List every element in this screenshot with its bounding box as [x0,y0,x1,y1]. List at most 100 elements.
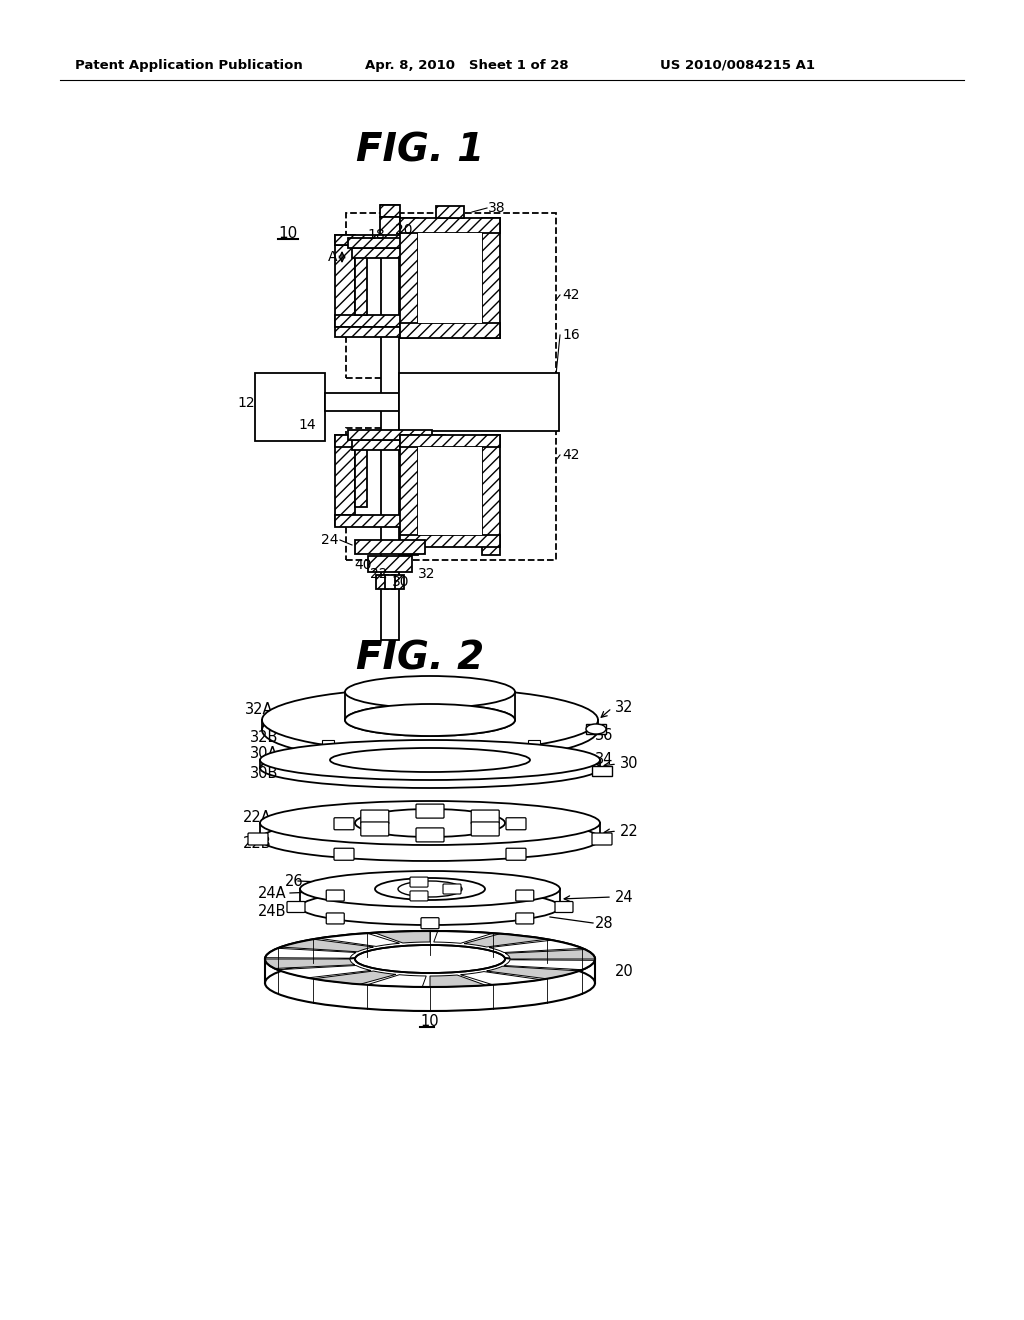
Ellipse shape [322,737,538,756]
Text: 24B: 24B [258,904,287,920]
Bar [400,436,418,554]
Polygon shape [278,965,371,978]
FancyBboxPatch shape [334,849,354,861]
Bar [325,393,410,411]
Bar [425,246,445,325]
Ellipse shape [300,871,560,907]
Text: 30: 30 [620,756,639,771]
Bar [400,218,418,338]
Bar [335,436,355,515]
Ellipse shape [330,748,530,772]
Text: 42: 42 [562,447,580,462]
Text: 10: 10 [420,1014,438,1028]
Bar [346,213,556,378]
Ellipse shape [345,704,515,737]
FancyBboxPatch shape [471,810,500,824]
Bar [380,216,400,239]
Bar [413,255,425,315]
Text: US 2010/0084215 A1: US 2010/0084215 A1 [660,58,815,71]
Bar [348,238,432,248]
Polygon shape [265,960,354,969]
Ellipse shape [586,723,606,734]
Polygon shape [461,972,541,985]
Text: 22B: 22B [243,837,271,851]
Bar [352,248,428,257]
Text: FIG. 1: FIG. 1 [356,131,484,169]
Text: A: A [328,249,337,264]
Text: 34: 34 [595,752,613,767]
Bar [592,766,612,776]
Bar [380,205,400,216]
Bar [482,436,500,554]
FancyBboxPatch shape [421,917,439,929]
Ellipse shape [345,704,515,737]
Ellipse shape [355,809,505,837]
Text: Apr. 8, 2010   Sheet 1 of 28: Apr. 8, 2010 Sheet 1 of 28 [365,58,568,71]
Bar [400,218,500,234]
Text: 14: 14 [298,418,315,432]
Text: 10: 10 [278,226,297,240]
Bar [425,515,445,525]
Text: 40: 40 [354,558,372,572]
Text: 26: 26 [285,874,304,888]
Text: 30B: 30B [250,766,279,780]
Bar [335,235,445,246]
FancyBboxPatch shape [421,886,439,896]
Text: 36: 36 [595,727,613,742]
Ellipse shape [260,817,600,861]
Ellipse shape [325,730,535,756]
Text: 20: 20 [395,223,413,238]
Bar [392,576,404,589]
Ellipse shape [265,954,595,1011]
Bar [400,535,500,546]
Text: 30: 30 [392,576,410,589]
Text: 30A: 30A [250,747,279,762]
FancyBboxPatch shape [506,849,526,861]
Polygon shape [367,974,426,987]
Bar [348,430,432,440]
Polygon shape [430,975,486,987]
Ellipse shape [398,880,462,898]
FancyBboxPatch shape [334,818,354,830]
Bar [335,327,445,337]
FancyBboxPatch shape [287,902,305,912]
Bar [385,576,395,589]
Bar [400,323,500,338]
Ellipse shape [325,717,535,752]
Bar [399,374,559,432]
Polygon shape [464,933,547,946]
Bar [418,447,482,535]
Polygon shape [374,931,430,942]
FancyBboxPatch shape [327,890,344,902]
Bar [346,428,556,560]
Polygon shape [504,960,595,970]
FancyBboxPatch shape [360,810,389,824]
FancyBboxPatch shape [592,833,612,845]
Bar [335,246,355,325]
Bar [355,255,367,315]
FancyBboxPatch shape [471,822,500,836]
Bar [335,235,355,246]
Bar [352,440,428,450]
Bar [355,447,367,507]
Text: 42: 42 [562,288,580,302]
Polygon shape [318,933,399,946]
Text: 22A: 22A [243,809,271,825]
Ellipse shape [260,748,600,788]
Bar [586,723,606,734]
Text: 22: 22 [620,824,639,838]
Bar [255,374,325,441]
Bar [335,436,445,447]
FancyBboxPatch shape [410,876,428,887]
Ellipse shape [300,888,560,925]
Polygon shape [489,940,583,953]
FancyBboxPatch shape [410,891,428,902]
Bar [368,556,412,572]
Bar [381,205,399,640]
Text: 28: 28 [595,916,613,931]
Bar [436,206,464,218]
Bar [335,515,445,527]
FancyBboxPatch shape [248,833,268,845]
Ellipse shape [260,801,600,845]
Text: 32: 32 [418,568,435,581]
